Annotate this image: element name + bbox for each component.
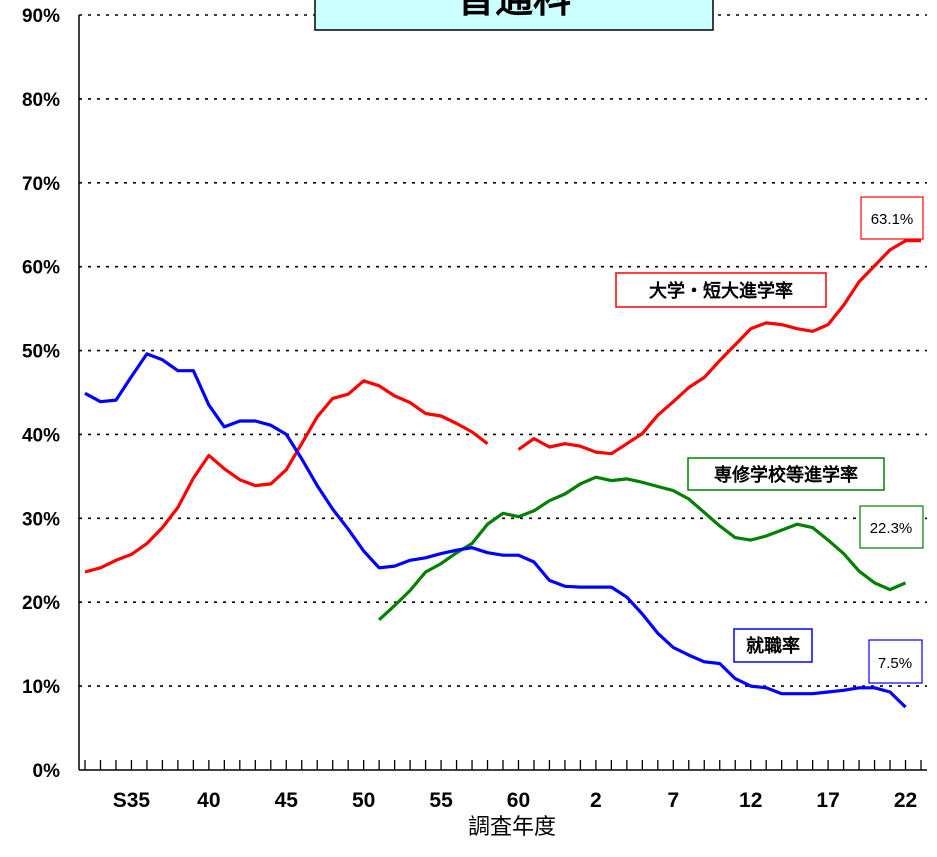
x-tick-label: 22 <box>894 789 917 812</box>
series-name-specialized: 専修学校等進学率 <box>714 464 858 486</box>
x-tick-label: 2 <box>590 789 602 812</box>
x-axis-ticks: S35 40 45 50 55 60 2 7 12 17 22 <box>84 760 922 812</box>
y-tick-label: 70% <box>22 174 60 195</box>
x-tick-label: 50 <box>352 789 375 812</box>
y-tick-label: 90% <box>22 6 60 27</box>
gridlines <box>79 14 927 687</box>
end-label-specialized: 22.3% <box>859 505 924 549</box>
series-line-1 <box>378 475 907 621</box>
label-employment: 就職率 <box>733 628 813 663</box>
x-tick-label: S35 <box>113 789 151 812</box>
x-tick-label: 12 <box>739 789 762 812</box>
y-tick-label: 60% <box>22 258 60 279</box>
y-tick-label: 0% <box>33 761 61 782</box>
y-tick-label: 20% <box>22 593 60 614</box>
y-tick-label: 10% <box>22 677 60 698</box>
y-tick-label: 80% <box>22 90 60 111</box>
x-axis-title: 調査年度 <box>468 815 556 840</box>
y-tick-label: 30% <box>22 509 60 530</box>
label-university: 大学・短大進学率 <box>615 272 827 308</box>
series-line-0 <box>84 239 921 574</box>
x-tick-label: 45 <box>275 789 299 812</box>
x-tick-label: 17 <box>816 789 839 812</box>
series-lines <box>84 239 921 709</box>
end-value-specialized: 22.3% <box>870 520 913 537</box>
end-value-university: 63.1% <box>871 211 914 228</box>
chart-title: 普通科 <box>457 0 571 21</box>
series-name-employment: 就職率 <box>746 635 800 657</box>
end-label-university: 63.1% <box>860 196 924 240</box>
series-name-university: 大学・短大進学率 <box>649 280 793 302</box>
end-value-employment: 7.5% <box>878 655 912 672</box>
y-tick-label: 50% <box>22 342 60 363</box>
x-tick-label: 60 <box>507 789 530 812</box>
end-label-employment: 7.5% <box>868 639 923 684</box>
x-tick-label: 40 <box>197 789 220 812</box>
series-line-2 <box>84 352 907 709</box>
y-tick-label: 40% <box>22 425 60 446</box>
y-axis-ticks: 0% 10% 20% 30% 40% 50% 60% 70% 80% 90% <box>22 6 60 782</box>
title-box: 普通科 <box>314 0 714 31</box>
x-tick-label: 55 <box>429 789 453 812</box>
x-tick-label: 7 <box>667 789 679 812</box>
label-specialized: 専修学校等進学率 <box>687 457 885 491</box>
